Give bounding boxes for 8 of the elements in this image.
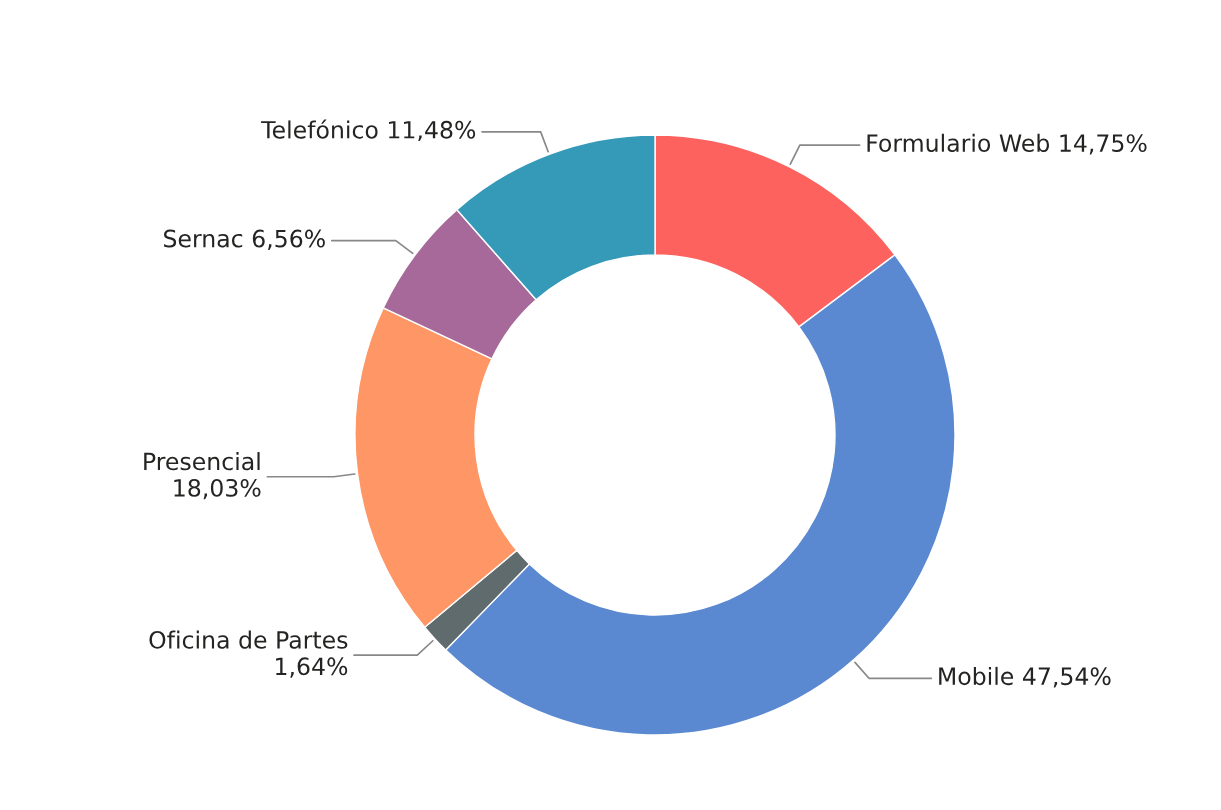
slice-label: Formulario Web 14,75% bbox=[867, 133, 1147, 155]
data-label: 18,03% bbox=[174, 478, 261, 500]
slice-label: Telefónico 11,48% bbox=[261, 119, 476, 142]
slice-label: Presencial bbox=[144, 452, 260, 471]
slice-label: Mobile 47,54% bbox=[939, 666, 1111, 688]
slice-label: Sernac 6,56% bbox=[164, 229, 325, 250]
slice-label: Oficina de Partes bbox=[149, 630, 348, 649]
data-label: 1,64% bbox=[276, 657, 348, 678]
